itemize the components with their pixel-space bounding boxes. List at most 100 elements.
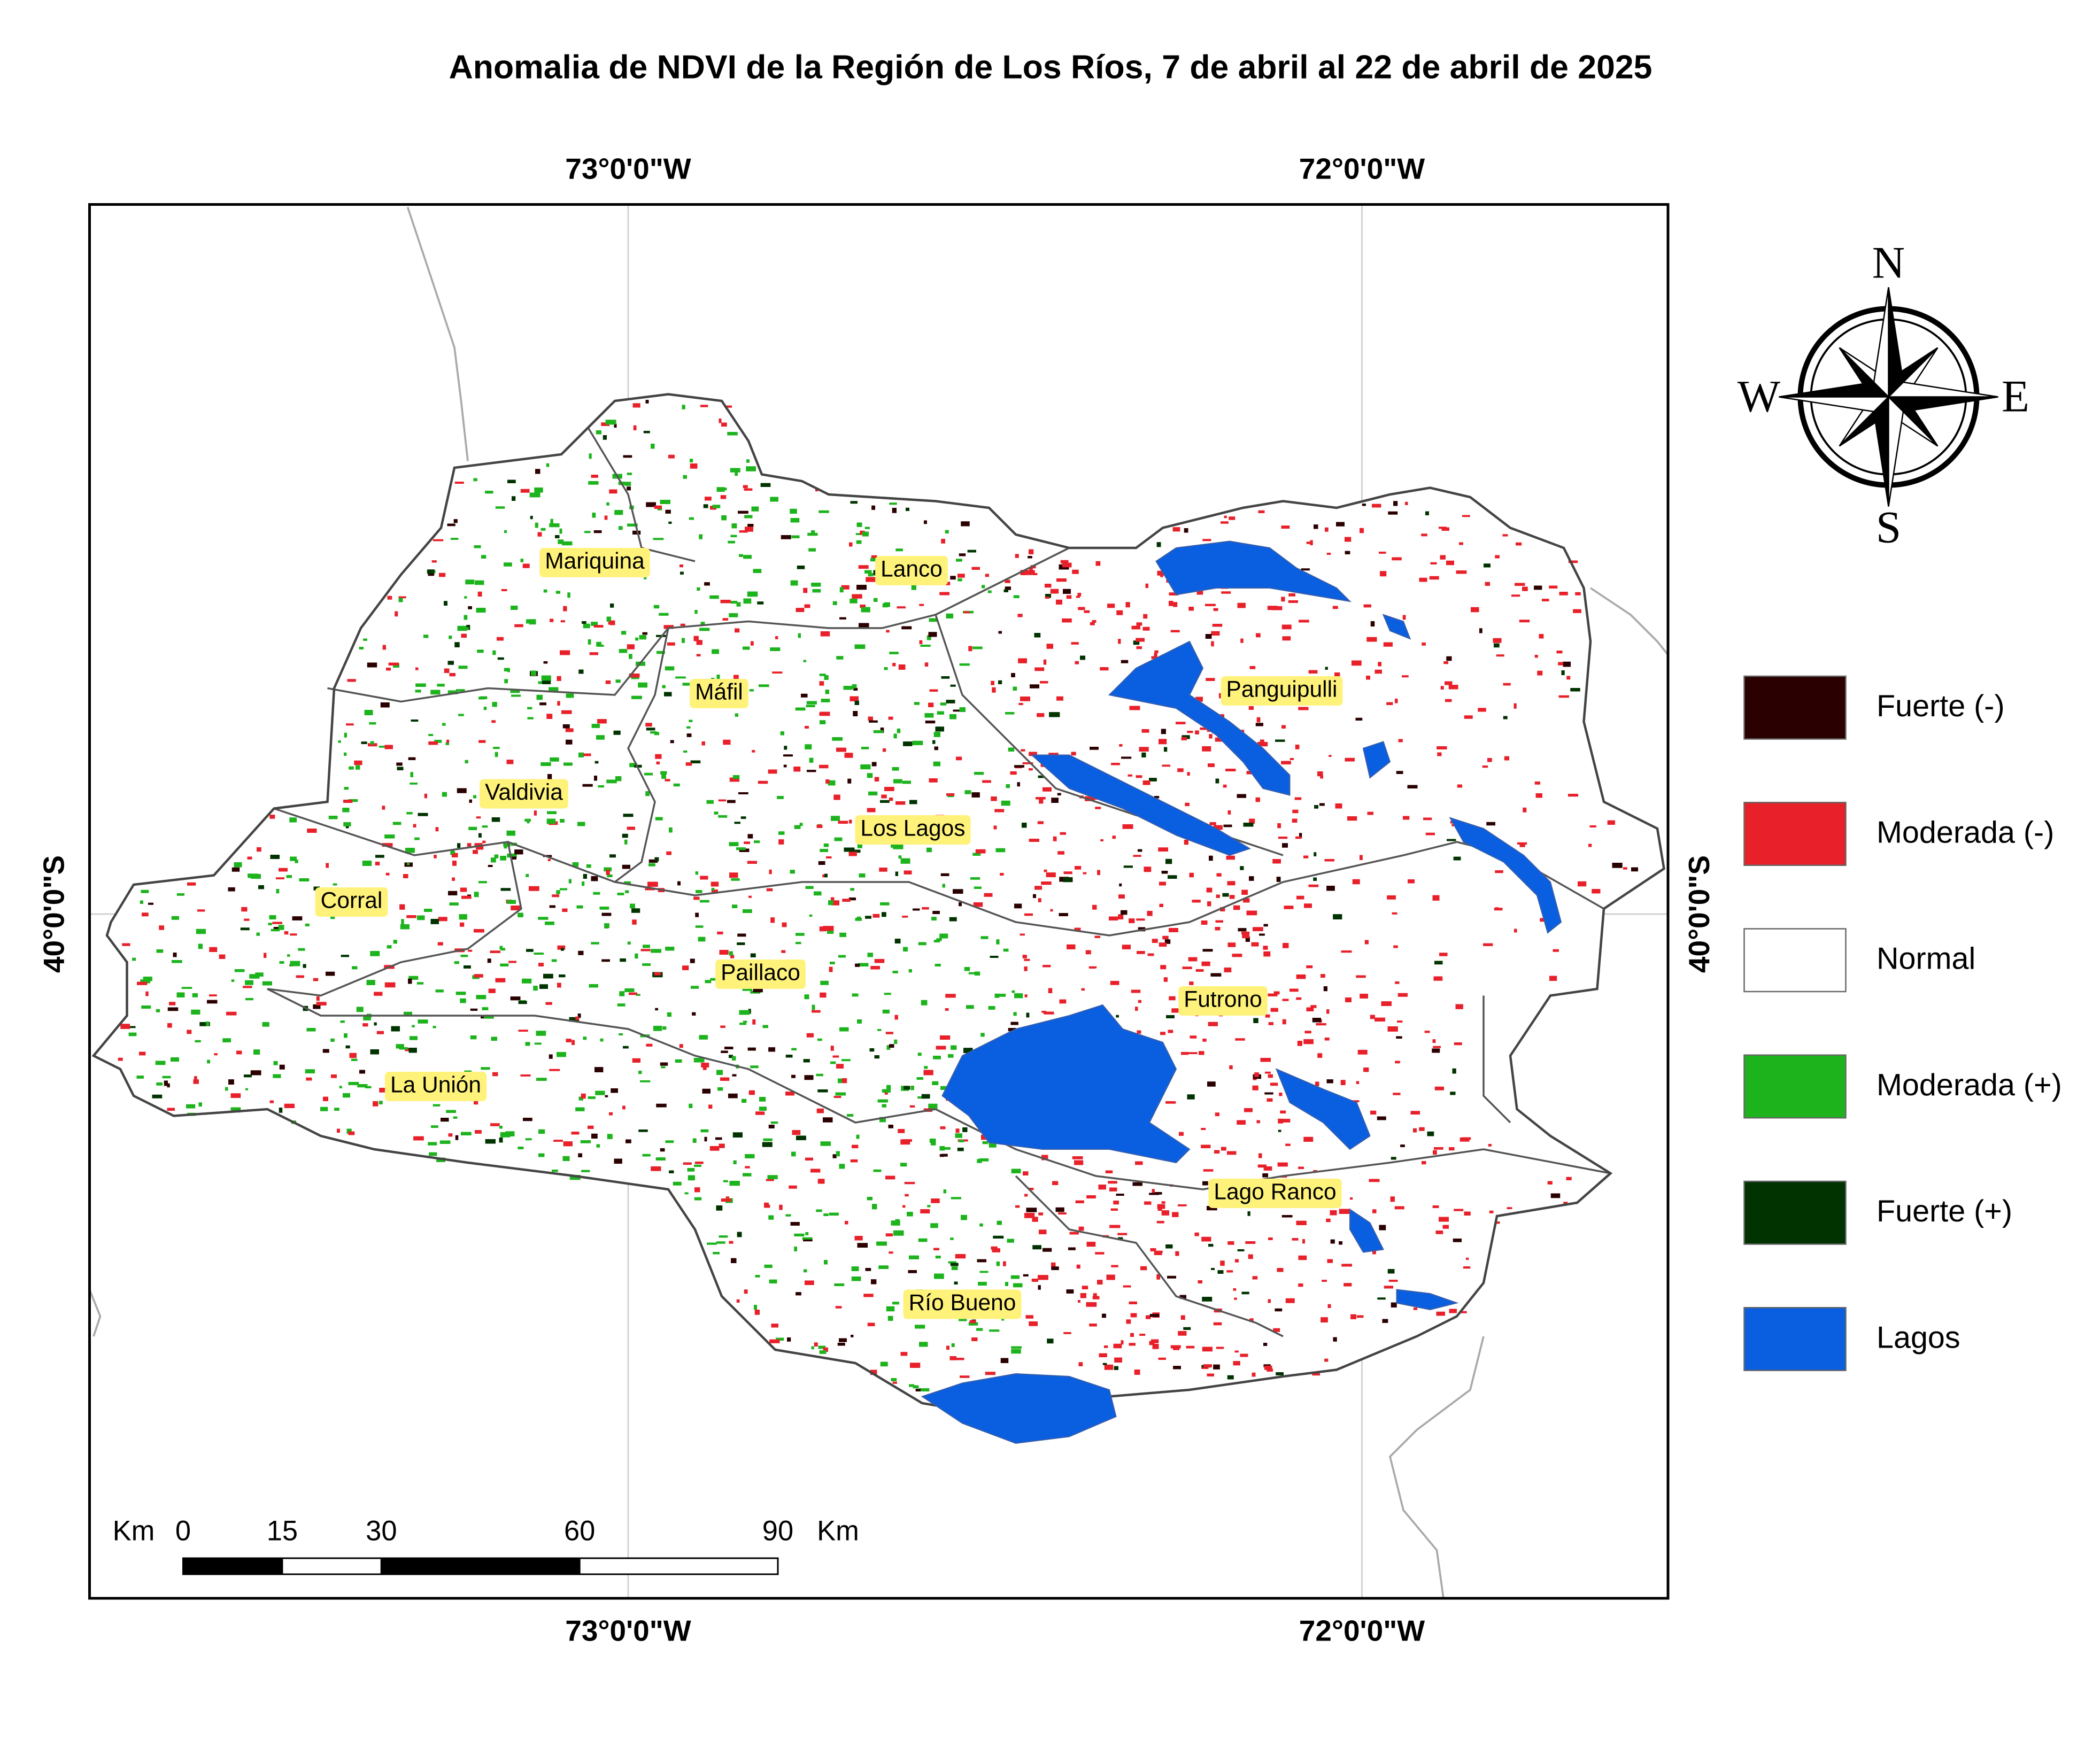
anomaly-pixel	[895, 871, 898, 876]
anomaly-pixel	[1549, 976, 1557, 981]
anomaly-pixel	[624, 839, 628, 845]
anomaly-pixel	[194, 1076, 197, 1081]
anomaly-pixel	[1211, 641, 1214, 647]
anomaly-pixel	[743, 598, 752, 604]
anomaly-pixel	[499, 1138, 503, 1143]
anomaly-pixel	[546, 818, 555, 824]
anomaly-pixel	[929, 689, 938, 692]
anomaly-pixel	[919, 640, 923, 644]
anomaly-pixel	[460, 955, 468, 957]
anomaly-pixel	[1205, 634, 1212, 639]
anomaly-pixel	[589, 652, 598, 655]
anomaly-pixel	[512, 856, 516, 860]
anomaly-pixel	[832, 1055, 839, 1058]
anomaly-pixel	[1131, 625, 1140, 630]
anomaly-pixel	[839, 617, 846, 620]
anomaly-pixel	[582, 621, 586, 624]
anomaly-pixel	[1446, 560, 1454, 566]
anomaly-pixel	[1074, 1160, 1084, 1165]
anomaly-pixel	[1033, 573, 1038, 575]
anomaly-pixel	[731, 1258, 737, 1263]
anomaly-pixel	[876, 1241, 887, 1246]
anomaly-pixel	[1495, 1221, 1500, 1224]
anomaly-pixel	[1341, 1264, 1352, 1267]
anomaly-pixel	[1117, 1233, 1128, 1235]
place-label-bg	[1221, 676, 1343, 706]
anomaly-pixel	[295, 860, 298, 863]
anomaly-pixel	[500, 888, 511, 891]
anomaly-pixel	[719, 419, 722, 423]
anomaly-pixel	[694, 1162, 704, 1164]
anomaly-pixel	[935, 726, 944, 732]
anomaly-pixel	[536, 1078, 547, 1081]
anomaly-pixel	[791, 1151, 796, 1157]
anomaly-pixel	[1258, 510, 1265, 513]
anomaly-pixel	[715, 1137, 722, 1140]
anomaly-pixel	[617, 1003, 626, 1007]
anomaly-pixel	[1188, 607, 1194, 611]
anomaly-pixel	[968, 1322, 978, 1326]
anomaly-pixel	[737, 1232, 742, 1237]
anomaly-pixel	[535, 469, 540, 474]
anomaly-pixel	[1097, 870, 1100, 875]
anomaly-pixel	[954, 1281, 958, 1285]
anomaly-pixel	[820, 992, 827, 998]
anomaly-pixel	[407, 863, 410, 865]
anomaly-pixel	[1568, 560, 1578, 563]
anomaly-pixel	[855, 918, 862, 921]
anomaly-pixel	[1235, 1038, 1245, 1041]
anomaly-pixel	[1199, 1051, 1204, 1055]
anomaly-pixel	[998, 680, 1002, 684]
anomaly-pixel	[1312, 1373, 1320, 1376]
anomaly-pixel	[453, 1116, 458, 1119]
anomaly-pixel	[533, 986, 538, 991]
anomaly-pixel	[880, 1361, 888, 1367]
anomaly-pixel	[1200, 728, 1210, 730]
anomaly-pixel	[478, 740, 486, 743]
anomaly-pixel	[330, 1038, 335, 1042]
anomaly-pixel	[721, 1198, 731, 1202]
map-frame	[88, 203, 1670, 1600]
anomaly-pixel	[549, 523, 560, 528]
anomaly-pixel	[1080, 1293, 1086, 1298]
anomaly-pixel	[1139, 747, 1149, 752]
anomaly-pixel	[582, 784, 593, 787]
anomaly-pixel	[638, 1071, 642, 1074]
anomaly-pixel	[423, 635, 429, 638]
anomaly-pixel	[506, 760, 514, 764]
anomaly-pixel	[503, 843, 511, 847]
anomaly-pixel	[1038, 775, 1044, 778]
anomaly-pixel	[1507, 1207, 1512, 1209]
anomaly-pixel	[1190, 1035, 1197, 1039]
anomaly-pixel	[865, 916, 871, 919]
anomaly-pixel	[504, 668, 510, 671]
anomaly-pixel	[540, 762, 551, 766]
anomaly-pixel	[894, 1039, 898, 1044]
anomaly-pixel	[1245, 1241, 1256, 1244]
anomaly-pixel	[1105, 1170, 1113, 1173]
anomaly-pixel	[775, 636, 778, 639]
anomaly-pixel	[693, 636, 699, 641]
anomaly-pixel	[842, 1078, 847, 1084]
anomaly-pixel	[1350, 1314, 1356, 1319]
anomaly-pixel	[467, 843, 472, 847]
anomaly-pixel	[1109, 1187, 1117, 1192]
anomaly-pixel	[139, 1051, 146, 1056]
anomaly-pixel	[1202, 539, 1211, 541]
anomaly-pixel	[933, 732, 941, 737]
anomaly-pixel	[1137, 951, 1145, 954]
anomaly-pixel	[1295, 745, 1300, 749]
anomaly-pixel	[228, 887, 235, 892]
anomaly-pixel	[1379, 1225, 1386, 1231]
anomaly-pixel	[950, 1237, 954, 1240]
anomaly-pixel	[816, 1209, 822, 1212]
anomaly-pixel	[305, 1069, 315, 1073]
anomaly-pixel	[929, 618, 937, 622]
anomaly-pixel	[171, 1057, 179, 1062]
anomaly-pixel	[619, 526, 623, 530]
anomaly-pixel	[695, 925, 704, 928]
anomaly-pixel	[879, 868, 887, 872]
anomaly-pixel	[954, 1358, 964, 1360]
anomaly-pixel	[931, 917, 937, 920]
anomaly-pixel	[729, 1181, 740, 1186]
